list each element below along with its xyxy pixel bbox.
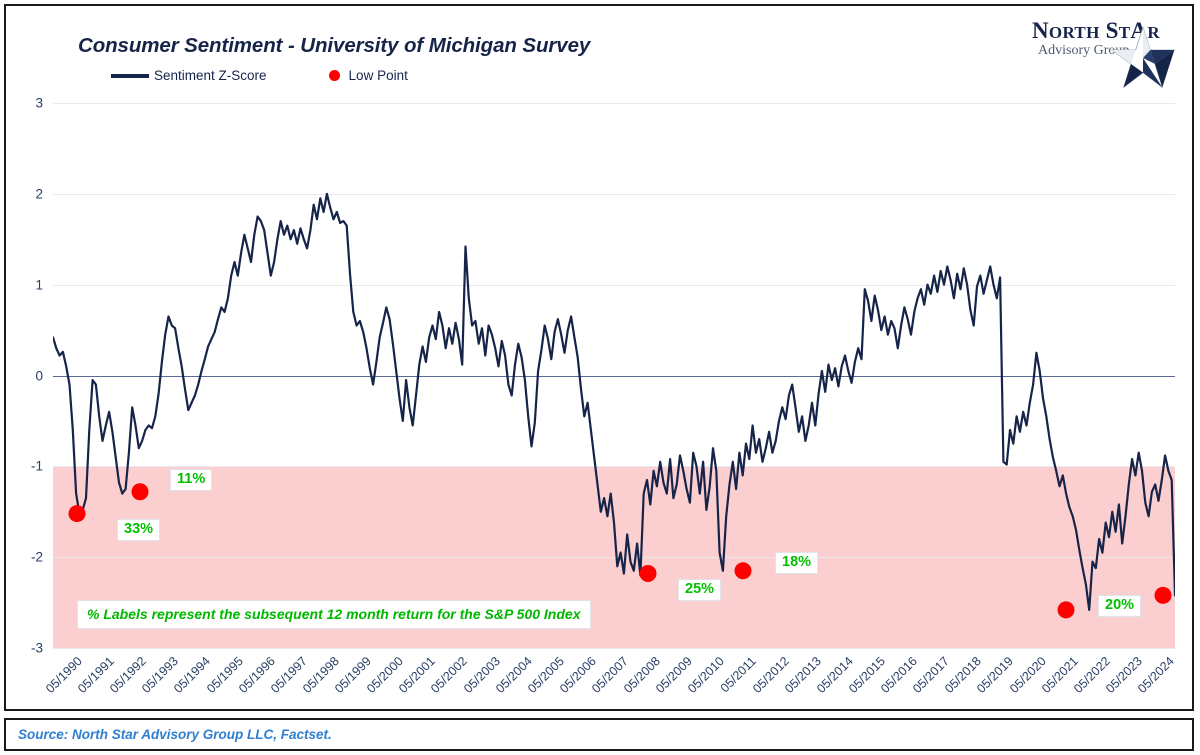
- legend-item-sentiment: Sentiment Z-Score: [111, 68, 267, 83]
- gridline: [53, 466, 1175, 468]
- gridline: [53, 103, 1175, 104]
- x-axis: 05/1990 05/1991 05/1992 05/1993 05/1994 05/19…: [43, 648, 1177, 709]
- gridline: [53, 284, 1175, 286]
- source-text: Source: North Star Advisory Group LLC, F…: [18, 727, 332, 742]
- y-axis-tick-label: 0: [35, 368, 43, 383]
- low-point-marker: [1057, 601, 1075, 619]
- logo-subtitle: Advisory Group: [1038, 43, 1130, 58]
- low-point-marker: [131, 483, 149, 501]
- gridline: [53, 557, 1175, 559]
- note-box: % Labels represent the subsequent 12 mon…: [77, 600, 591, 630]
- gridline: [53, 648, 1175, 649]
- plot-area: 3 2 1 0 -1 -2 -3 33% 11% 25% 18% 20% % Labels repres…: [31, 96, 1175, 656]
- star-icon: [1108, 26, 1178, 90]
- legend-item-low-point: Low Point: [328, 68, 408, 83]
- low-point-marker: [68, 505, 86, 523]
- y-axis-tick-label: -3: [30, 640, 43, 656]
- return-label: 18%: [775, 551, 819, 574]
- company-logo: NORTH STAR Advisory Group LLC: [1010, 12, 1182, 90]
- legend-label-sentiment: Sentiment Z-Score: [154, 68, 267, 83]
- series-sentiment-z-score: [53, 192, 1175, 619]
- line-swatch-icon: [111, 73, 149, 78]
- return-label: 20%: [1098, 594, 1142, 618]
- source-bar: Source: North Star Advisory Group LLC, F…: [4, 718, 1194, 751]
- y-axis-tick-label: 2: [35, 186, 43, 202]
- chart-legend: Sentiment Z-Score Low Point: [111, 68, 408, 83]
- y-axis-tick-label: 1: [35, 277, 43, 293]
- page-title: Consumer Sentiment - University of Michi…: [78, 34, 591, 57]
- y-axis-tick-label: 3: [35, 95, 43, 111]
- legend-label-low-point: Low Point: [348, 68, 408, 83]
- return-label: 11%: [170, 468, 213, 491]
- chart-frame: Consumer Sentiment - University of Michi…: [4, 4, 1194, 711]
- gridline: [53, 193, 1175, 195]
- low-point-marker: [1154, 586, 1172, 604]
- return-label: 25%: [678, 578, 722, 601]
- logo-title: NORTH STAR: [1032, 18, 1160, 43]
- return-label: 33%: [117, 518, 161, 541]
- zero-line: [53, 375, 1175, 377]
- dot-swatch-icon: [328, 70, 340, 81]
- y-axis-tick-label: -1: [30, 458, 43, 474]
- low-point-marker: [734, 562, 752, 580]
- y-axis-tick-label: -2: [30, 549, 43, 565]
- low-point-marker: [639, 565, 657, 583]
